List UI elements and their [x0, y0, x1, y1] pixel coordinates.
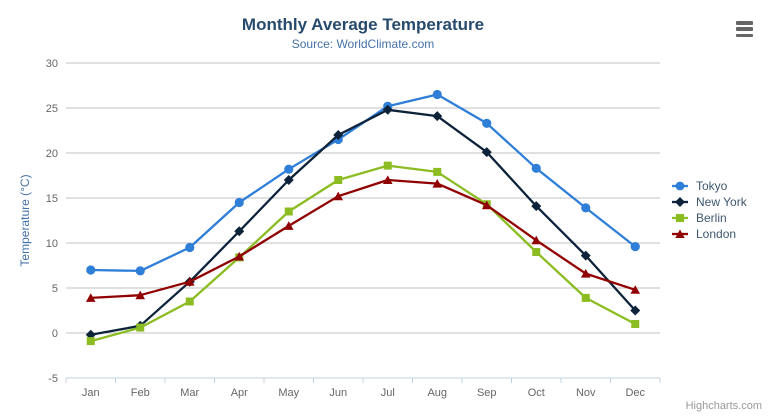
legend-item-new-york[interactable]: New York	[671, 194, 747, 210]
legend-marker-circle-icon	[672, 181, 688, 191]
point-marker-new-york[interactable]	[432, 111, 443, 122]
point-marker-berlin[interactable]	[136, 323, 145, 332]
x-axis-label: Oct	[528, 387, 545, 399]
credits-link[interactable]: Highcharts.com	[685, 400, 762, 412]
point-marker-new-york[interactable]	[234, 226, 245, 237]
series-line-berlin[interactable]	[89, 164, 637, 343]
point-marker-tokyo[interactable]	[234, 197, 244, 208]
point-marker-tokyo[interactable]	[531, 163, 541, 173]
legend-marker-triangle-icon	[672, 229, 688, 238]
point-marker-berlin[interactable]	[383, 161, 392, 170]
point-marker-london[interactable]	[85, 293, 96, 302]
x-axis-label: Sep	[477, 387, 497, 399]
point-marker-london[interactable]	[630, 285, 641, 294]
legend-label: London	[696, 227, 737, 241]
point-marker-london[interactable]	[135, 290, 146, 300]
x-axis-label: Jul	[381, 387, 395, 399]
x-axis-label: Aug	[427, 387, 447, 399]
point-marker-london[interactable]	[382, 175, 393, 184]
point-marker-london[interactable]	[580, 269, 591, 278]
legend-item-berlin[interactable]: Berlin	[671, 210, 747, 226]
hamburger-menu-icon[interactable]	[736, 21, 753, 37]
point-marker-berlin[interactable]	[581, 293, 590, 302]
y-axis-label: 15	[46, 193, 58, 205]
y-axis-label: 20	[46, 148, 58, 160]
point-marker-new-york[interactable]	[283, 175, 294, 185]
point-marker-berlin[interactable]	[334, 176, 343, 184]
chart-title: Monthly Average Temperature	[241, 15, 485, 34]
legend-marker-diamond-icon	[672, 197, 688, 207]
series-line-london[interactable]	[89, 178, 637, 300]
point-marker-new-york[interactable]	[382, 104, 393, 115]
point-marker-tokyo[interactable]	[185, 242, 195, 253]
point-marker-london[interactable]	[531, 235, 542, 245]
point-marker-berlin[interactable]	[532, 248, 541, 256]
point-marker-london[interactable]	[283, 221, 294, 230]
point-marker-new-york[interactable]	[333, 130, 344, 140]
point-marker-berlin[interactable]	[631, 320, 640, 328]
point-marker-london[interactable]	[234, 251, 245, 261]
series-tokyo	[86, 89, 640, 276]
point-marker-new-york[interactable]	[580, 250, 591, 261]
point-marker-tokyo[interactable]	[284, 164, 294, 174]
legend-label: Tokyo	[696, 179, 728, 193]
x-axis-label: Dec	[625, 387, 645, 399]
hamburger-bar	[736, 21, 753, 25]
series-new-york	[85, 104, 641, 340]
point-marker-new-york[interactable]	[481, 147, 492, 158]
point-marker-tokyo[interactable]	[135, 266, 145, 276]
chart-subtitle: Source: WorldClimate.com	[291, 37, 435, 51]
x-axis-label: Jan	[82, 387, 100, 399]
point-marker-tokyo[interactable]	[86, 265, 96, 275]
point-marker-london[interactable]	[333, 191, 344, 201]
x-axis-label: Jun	[329, 387, 347, 399]
point-marker-london[interactable]	[184, 277, 195, 286]
point-marker-tokyo[interactable]	[581, 203, 591, 213]
series-line-tokyo[interactable]	[89, 93, 637, 273]
point-marker-tokyo[interactable]	[482, 118, 492, 128]
x-axis-label: Mar	[180, 387, 199, 399]
x-axis-label: Apr	[231, 387, 248, 399]
series-london	[85, 175, 641, 302]
point-marker-london[interactable]	[432, 179, 443, 188]
x-axis-label: Feb	[131, 387, 150, 399]
point-marker-berlin[interactable]	[185, 297, 194, 306]
y-axis-label: 25	[46, 103, 58, 115]
y-axis-title: Temperature (°C)	[18, 174, 32, 266]
legend-item-london[interactable]: London	[671, 226, 747, 242]
point-marker-tokyo[interactable]	[432, 89, 442, 100]
legend: Tokyo New York Berlin London	[671, 178, 747, 242]
point-marker-berlin[interactable]	[86, 337, 95, 346]
y-axis-label: 5	[52, 283, 58, 295]
hamburger-bar	[736, 33, 753, 37]
point-marker-london[interactable]	[481, 200, 492, 210]
legend-label: Berlin	[696, 211, 727, 225]
y-axis-label: 10	[46, 238, 58, 250]
point-marker-berlin[interactable]	[433, 167, 442, 176]
legend-label: New York	[696, 195, 747, 209]
y-axis-label: -5	[48, 373, 58, 385]
legend-marker-square-icon	[672, 214, 688, 222]
y-axis-label: 0	[52, 328, 58, 340]
point-marker-new-york[interactable]	[531, 201, 542, 212]
point-marker-berlin[interactable]	[284, 207, 293, 216]
point-marker-tokyo[interactable]	[630, 242, 640, 252]
legend-item-tokyo[interactable]: Tokyo	[671, 178, 747, 194]
x-axis-label: Nov	[576, 387, 596, 399]
point-marker-new-york[interactable]	[630, 305, 641, 316]
hamburger-bar	[736, 27, 753, 31]
series-line-new-york[interactable]	[89, 108, 637, 336]
x-axis-label: May	[278, 387, 299, 399]
y-axis-label: 30	[46, 58, 58, 70]
